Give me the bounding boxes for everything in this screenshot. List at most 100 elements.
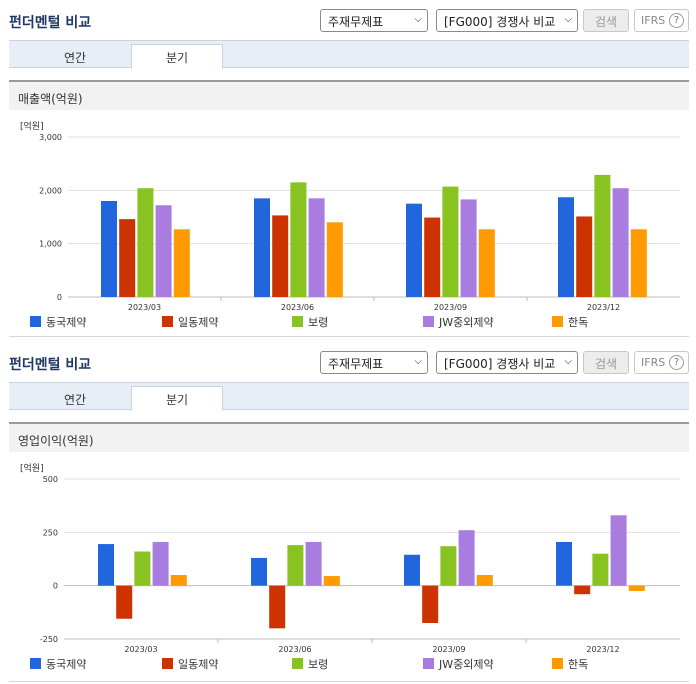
ifrs-label: IFRS: [641, 356, 666, 369]
bar[interactable]: [422, 585, 439, 623]
legend-swatch: [30, 658, 41, 669]
bar[interactable]: [556, 541, 572, 586]
bar[interactable]: [478, 229, 495, 297]
legend-swatch: [552, 658, 563, 669]
bar[interactable]: [98, 544, 114, 586]
compare-group-select[interactable]: [FG000] 경쟁사 비교 ⌵: [436, 351, 578, 374]
y-tick-label: -250: [40, 635, 58, 644]
tab-quarterly[interactable]: 분기: [131, 44, 223, 69]
bar[interactable]: [119, 219, 136, 297]
bar[interactable]: [628, 585, 645, 591]
legend-item[interactable]: JW중외제약: [423, 656, 494, 672]
x-tick-label: 2023/09: [434, 303, 467, 312]
divider: [9, 336, 689, 337]
bar[interactable]: [594, 174, 611, 297]
panel-title: 펀더멘털 비교: [9, 357, 92, 373]
bar[interactable]: [254, 198, 270, 297]
panel-header: 펀더멘털 비교 주재무제표 ⌵ [FG000] 경쟁사 비교 ⌵ 검색 IFRS…: [0, 0, 696, 34]
bar[interactable]: [630, 229, 647, 297]
bar[interactable]: [152, 541, 169, 586]
legend-swatch: [423, 316, 434, 327]
period-tabs: 연간 분기: [9, 382, 689, 411]
legend-item[interactable]: 보령: [292, 314, 328, 330]
divider: [9, 681, 689, 682]
legend-label: JW중외제약: [439, 316, 494, 329]
report-type-select[interactable]: 주재무제표 ⌵: [320, 9, 428, 32]
bar[interactable]: [404, 554, 420, 586]
report-type-value: 주재무제표: [328, 15, 384, 29]
panel-title: 펀더멘털 비교: [9, 15, 92, 31]
x-tick-label: 2023/06: [281, 303, 314, 312]
y-tick-label: 3,000: [39, 133, 62, 142]
bar[interactable]: [442, 186, 459, 297]
legend-label: 동국제약: [46, 316, 87, 329]
bar[interactable]: [406, 203, 422, 297]
bar[interactable]: [251, 557, 267, 586]
bar[interactable]: [460, 199, 477, 297]
search-button[interactable]: 검색: [583, 351, 629, 374]
y-tick-label: 1,000: [39, 240, 62, 249]
bar[interactable]: [290, 182, 307, 297]
bar[interactable]: [476, 575, 493, 586]
bar[interactable]: [287, 545, 304, 586]
legend-label: 한독: [568, 658, 589, 671]
bar[interactable]: [612, 188, 629, 297]
x-tick-label: 2023/06: [278, 645, 311, 654]
bar[interactable]: [576, 216, 593, 297]
legend-item[interactable]: 동국제약: [30, 314, 86, 330]
bar[interactable]: [170, 575, 187, 586]
legend-swatch: [162, 316, 173, 327]
bar[interactable]: [326, 222, 343, 297]
bar[interactable]: [155, 205, 172, 297]
sales-bar-chart: 0 1,000 2,000 3,000 2023/03 2023/06 2023/09 202…: [39, 133, 680, 312]
legend-item[interactable]: JW중외제약: [423, 314, 494, 330]
bar[interactable]: [101, 201, 117, 297]
legend-item[interactable]: 한독: [552, 656, 588, 672]
bar[interactable]: [592, 553, 609, 586]
y-tick-label: 0: [53, 582, 58, 591]
bar[interactable]: [424, 217, 441, 297]
compare-group-select[interactable]: [FG000] 경쟁사 비교 ⌵: [436, 9, 578, 32]
chart-legend: 동국제약 일동제약 보령 JW중외제약 한독: [30, 314, 690, 330]
bar[interactable]: [173, 229, 190, 297]
bar[interactable]: [305, 541, 322, 586]
bar[interactable]: [269, 585, 286, 629]
bar[interactable]: [610, 515, 627, 586]
ifrs-help-button[interactable]: IFRS ?: [634, 351, 689, 374]
tab-quarterly[interactable]: 분기: [131, 386, 223, 411]
bar[interactable]: [272, 215, 289, 297]
legend-item[interactable]: 일동제약: [162, 656, 218, 672]
report-type-select[interactable]: 주재무제표 ⌵: [320, 351, 428, 374]
period-tabs: 연간 분기: [9, 40, 689, 69]
chevron-down-icon: ⌵: [564, 356, 572, 367]
compare-group-value: [FG000] 경쟁사 비교: [444, 15, 556, 29]
search-button[interactable]: 검색: [583, 9, 629, 32]
bar[interactable]: [116, 585, 133, 619]
fundamental-panel-sales: 펀더멘털 비교 주재무제표 ⌵ [FG000] 경쟁사 비교 ⌵ 검색 IFRS…: [0, 0, 696, 337]
legend-label: 보령: [308, 658, 329, 671]
tab-annual[interactable]: 연간: [63, 51, 87, 65]
chart-legend: 동국제약 일동제약 보령 JW중외제약 한독: [30, 656, 690, 672]
y-tick-label: 250: [43, 528, 58, 537]
x-tick-label: 2023/03: [128, 303, 161, 312]
bar[interactable]: [134, 551, 151, 586]
ifrs-help-button[interactable]: IFRS ?: [634, 9, 689, 32]
legend-swatch: [423, 658, 434, 669]
bar[interactable]: [440, 546, 457, 586]
legend-item[interactable]: 동국제약: [30, 656, 86, 672]
legend-item[interactable]: 일동제약: [162, 314, 218, 330]
x-tick-label: 2023/09: [432, 645, 465, 654]
bar[interactable]: [574, 585, 591, 595]
x-tick-label: 2023/03: [124, 645, 157, 654]
bar[interactable]: [308, 198, 325, 297]
bar[interactable]: [558, 197, 574, 297]
legend-label: 한독: [568, 316, 589, 329]
ifrs-label: IFRS: [641, 14, 666, 27]
tab-annual[interactable]: 연간: [63, 393, 87, 407]
legend-swatch: [292, 316, 303, 327]
legend-item[interactable]: 한독: [552, 314, 588, 330]
bar[interactable]: [137, 188, 154, 297]
legend-item[interactable]: 보령: [292, 656, 328, 672]
bar[interactable]: [323, 576, 340, 586]
bar[interactable]: [458, 530, 475, 586]
